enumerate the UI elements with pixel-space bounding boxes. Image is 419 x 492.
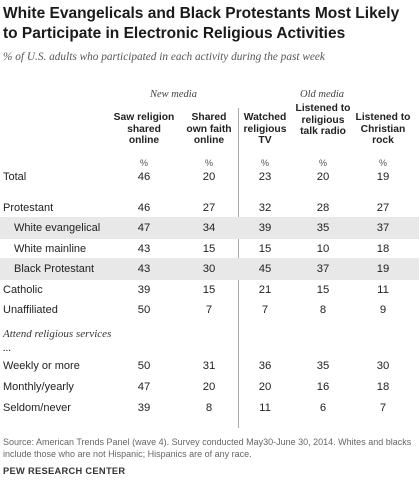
chart-title: White Evangelicals and Black Protestants… xyxy=(3,5,400,42)
table-cell: 50 xyxy=(137,304,151,316)
table-row: White mainline 43 15 15 10 18 xyxy=(0,238,419,260)
table-row: Weekly or more 50 31 36 35 30 xyxy=(0,355,419,377)
table-cell: 15 xyxy=(316,284,330,296)
table-cell: 37 xyxy=(376,222,390,234)
row-label: Unaffiliated xyxy=(3,304,58,316)
row-label: Black Protestant xyxy=(14,263,95,275)
table-cell: 45 xyxy=(258,263,272,275)
row-label: White evangelical xyxy=(14,222,101,234)
table-cell: 39 xyxy=(137,402,151,414)
percent-unit-label: % xyxy=(204,158,213,168)
row-label: Monthly/yearly xyxy=(3,381,74,393)
column-header-1: Saw religion shared online xyxy=(113,112,175,146)
row-label: Seldom/never xyxy=(3,402,71,414)
footer-credit: PEW RESEARCH CENTER xyxy=(3,466,126,476)
table-cell: 6 xyxy=(319,402,327,414)
table-cell: 9 xyxy=(379,304,387,316)
table-cell: 8 xyxy=(319,304,327,316)
table-cell: 46 xyxy=(137,171,151,183)
table-cell: 20 xyxy=(316,171,330,183)
table-row: Protestant 46 27 32 28 27 xyxy=(0,197,419,219)
column-header-4: Listened to religious talk radio xyxy=(295,103,351,137)
table-cell: 15 xyxy=(258,243,272,255)
table-cell: 23 xyxy=(258,171,272,183)
percent-unit-label: % xyxy=(139,158,148,168)
table-cell: 35 xyxy=(316,360,330,372)
table-cell: 46 xyxy=(137,202,151,214)
table-cell: 43 xyxy=(137,263,151,275)
table-cell: 32 xyxy=(258,202,272,214)
percent-unit-label: % xyxy=(318,158,327,168)
table-cell: 30 xyxy=(202,263,216,275)
table-cell: 28 xyxy=(316,202,330,214)
table-row: Unaffiliated 50 7 7 8 9 xyxy=(0,299,419,321)
table-row: Monthly/yearly 47 20 20 16 18 xyxy=(0,376,419,398)
row-label: Total xyxy=(3,171,27,183)
table-cell: 7 xyxy=(379,402,387,414)
table-cell: 18 xyxy=(376,243,390,255)
table-cell: 27 xyxy=(202,202,216,214)
table-cell: 16 xyxy=(316,381,330,393)
column-header-3: Watched religious TV xyxy=(243,112,287,146)
source-note: Source: American Trends Panel (wave 4). … xyxy=(3,437,412,459)
row-label: White mainline xyxy=(14,243,87,255)
table-row: Seldom/never 39 8 11 6 7 xyxy=(0,397,419,419)
table-cell: 30 xyxy=(376,360,390,372)
table-cell: 27 xyxy=(376,202,390,214)
table-cell: 39 xyxy=(137,284,151,296)
table-cell: 15 xyxy=(202,243,216,255)
row-label: Protestant xyxy=(3,202,54,214)
table-row: Catholic 39 15 21 15 11 xyxy=(0,279,419,301)
group-label-new-media: New media xyxy=(150,89,197,100)
table-cell: 19 xyxy=(376,171,390,183)
table-cell: 8 xyxy=(205,402,213,414)
table-cell: 15 xyxy=(202,284,216,296)
table-cell: 43 xyxy=(137,243,151,255)
table-cell: 31 xyxy=(202,360,216,372)
table-cell: 21 xyxy=(258,284,272,296)
row-label: Catholic xyxy=(3,284,43,296)
table-cell: 7 xyxy=(205,304,213,316)
table-cell: 11 xyxy=(377,284,389,296)
chart-subtitle: % of U.S. adults who participated in eac… xyxy=(3,51,325,63)
percent-unit-label: % xyxy=(378,158,387,168)
group-label-old-media: Old media xyxy=(300,89,345,100)
table-cell: 36 xyxy=(258,360,272,372)
table-cell: 11 xyxy=(259,402,271,414)
table-row: White evangelical 47 34 39 35 37 xyxy=(0,217,419,239)
table-cell: 18 xyxy=(376,381,390,393)
table-cell: 20 xyxy=(202,171,216,183)
table-cell: 10 xyxy=(316,243,330,255)
percent-unit-label: % xyxy=(260,158,269,168)
table-cell: 7 xyxy=(261,304,269,316)
table-row: Black Protestant 43 30 45 37 19 xyxy=(0,258,419,280)
table-cell: 50 xyxy=(137,360,151,372)
table-cell: 37 xyxy=(316,263,330,275)
table-cell: 34 xyxy=(202,222,216,234)
table-cell: 19 xyxy=(376,263,390,275)
table-cell: 20 xyxy=(258,381,272,393)
section-label-attendance: Attend religious services ... xyxy=(3,328,112,354)
table-cell: 35 xyxy=(316,222,330,234)
column-header-2: Shared own faith online xyxy=(186,112,232,146)
table-row: Total 46 20 23 20 19 xyxy=(0,166,419,188)
table-cell: 47 xyxy=(137,222,151,234)
row-label: Weekly or more xyxy=(3,360,80,372)
column-header-5: Listened to Christian rock xyxy=(355,112,411,146)
table-cell: 39 xyxy=(258,222,272,234)
table-cell: 20 xyxy=(202,381,216,393)
table-cell: 47 xyxy=(137,381,151,393)
